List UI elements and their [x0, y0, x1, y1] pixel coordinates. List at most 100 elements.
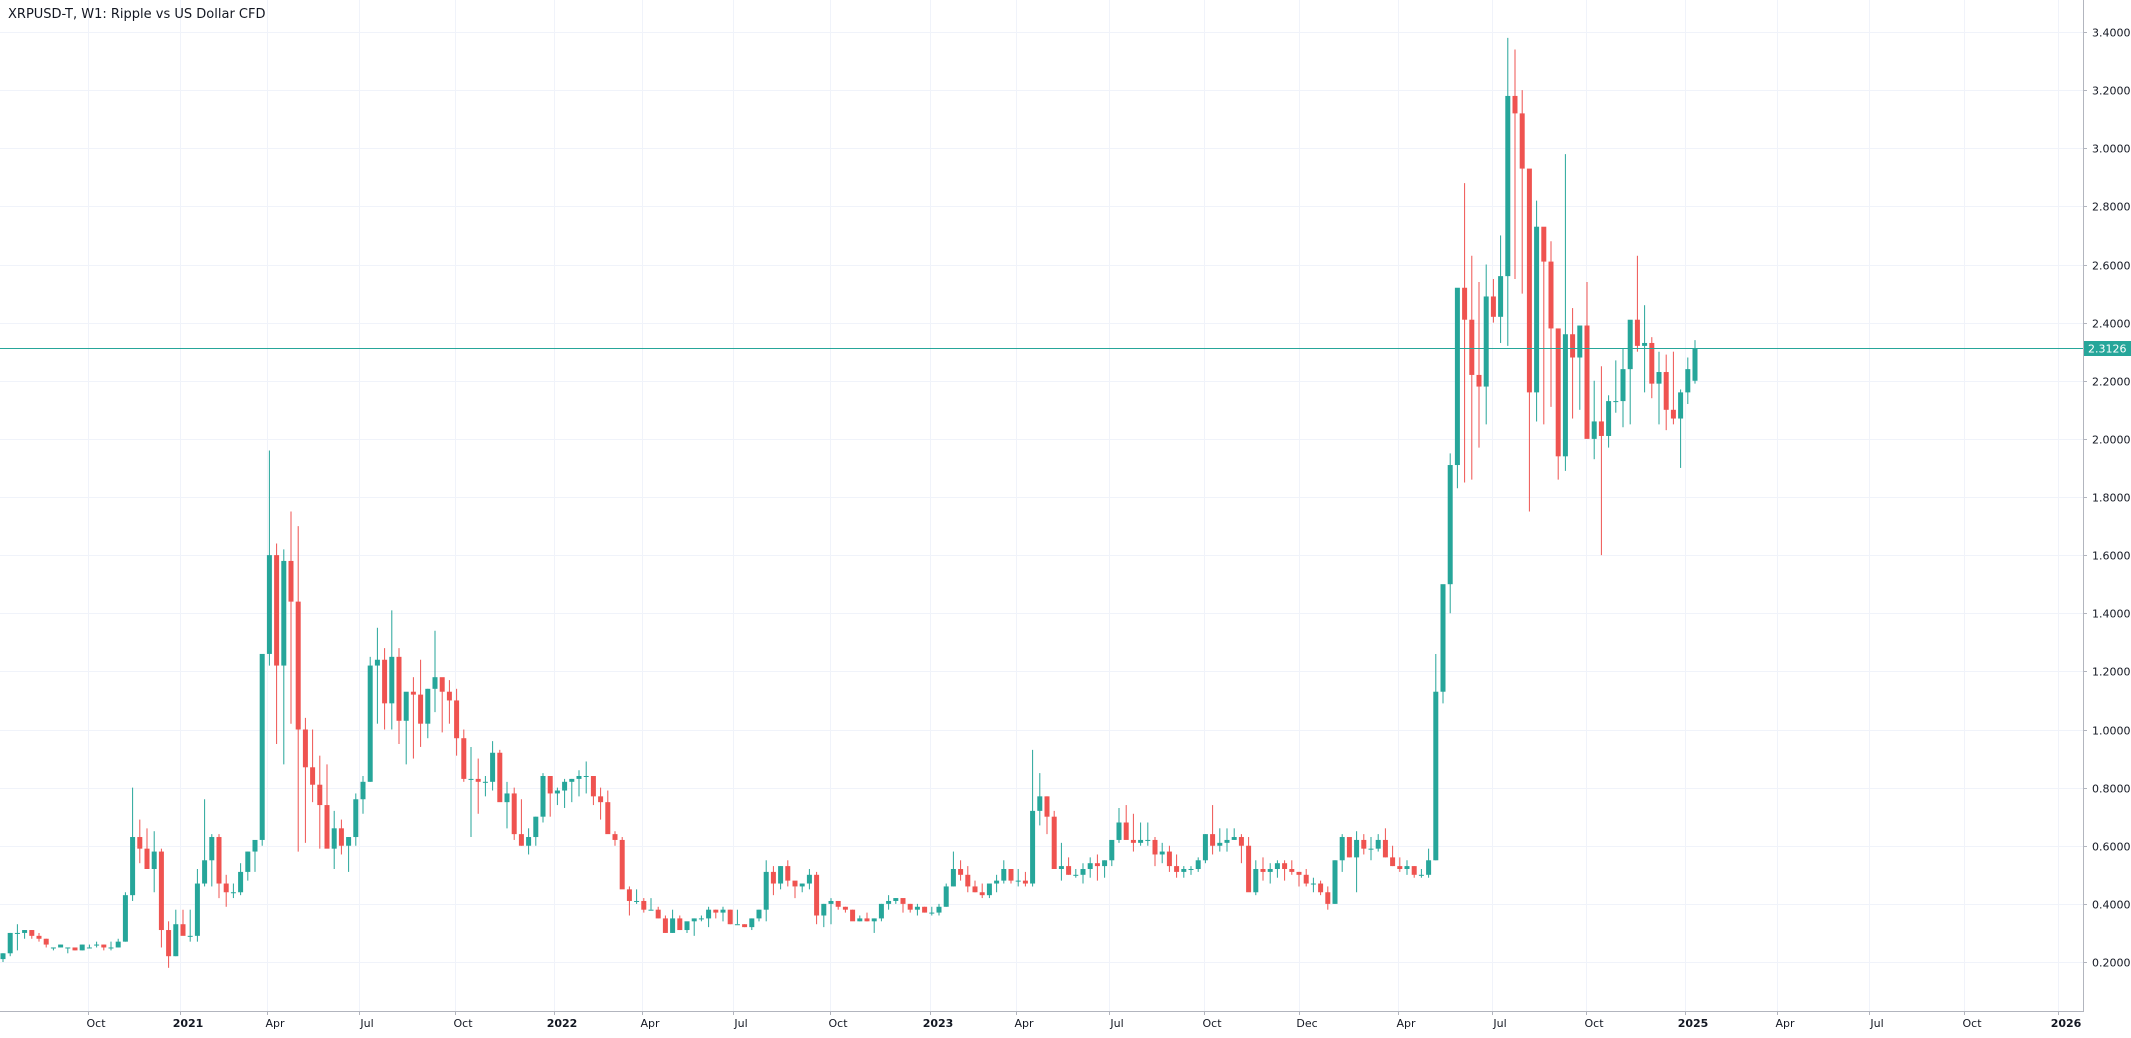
time-tick-label: Jul: [1492, 1017, 1506, 1030]
candle: [158, 848, 164, 948]
candle: [1375, 834, 1381, 852]
candle: [1289, 860, 1295, 875]
candle: [1282, 860, 1288, 881]
candle: [986, 883, 992, 899]
candle: [1109, 839, 1115, 867]
candle: [461, 729, 467, 782]
price-tick-label: 2.4000: [2092, 318, 2131, 331]
candle: [1490, 279, 1496, 323]
candle: [806, 869, 812, 890]
candle: [1303, 869, 1309, 887]
time-tick-label: Oct: [828, 1017, 848, 1030]
candle: [130, 787, 136, 901]
candle: [792, 880, 798, 899]
time-tick-label: 2026: [2051, 1017, 2082, 1030]
time-tick-label: 2025: [1678, 1017, 1709, 1030]
candle: [1562, 154, 1568, 471]
candle: [230, 883, 236, 899]
candle: [259, 653, 265, 846]
candle: [929, 906, 935, 916]
candle: [1022, 871, 1028, 887]
candle: [151, 831, 157, 893]
candle: [734, 909, 740, 926]
candle: [814, 871, 820, 925]
candle: [1663, 354, 1669, 431]
candle: [1094, 854, 1100, 881]
price-tick-label: 2.2000: [2092, 376, 2131, 389]
candle: [1238, 834, 1244, 864]
candle: [1426, 848, 1432, 878]
candle: [94, 941, 100, 948]
candle: [641, 898, 647, 913]
candle: [1202, 834, 1208, 864]
candle: [504, 781, 510, 829]
candle: [677, 915, 683, 931]
candle: [1634, 255, 1640, 352]
candle: [1260, 857, 1266, 881]
candle: [281, 549, 287, 765]
candle: [1627, 319, 1633, 425]
candle: [1361, 834, 1367, 855]
candle: [1030, 749, 1036, 887]
candle: [547, 776, 553, 817]
price-tick-label: 2.8000: [2092, 201, 2131, 214]
candle: [1670, 351, 1676, 425]
candle: [180, 909, 186, 936]
candle: [648, 898, 654, 911]
candle: [346, 837, 352, 872]
candle: [1087, 857, 1093, 878]
candle: [1346, 837, 1352, 858]
candle: [1454, 287, 1460, 489]
time-tick-label: 2023: [923, 1017, 954, 1030]
candle: [1411, 866, 1417, 878]
candle: [979, 883, 985, 899]
price-tick-label: 1.0000: [2092, 725, 2131, 738]
candle: [202, 799, 208, 887]
candle: [418, 659, 424, 747]
candle: [490, 741, 496, 791]
candle: [1058, 842, 1064, 881]
time-tick-label: Oct: [86, 1017, 106, 1030]
time-axis[interactable]: Oct 2021 Apr Jul Oct 2022 Apr Jul Oct 2023 Apr Jul O…: [0, 1011, 2084, 1030]
candle: [1051, 810, 1057, 869]
candle: [1174, 854, 1180, 878]
candle: [828, 898, 834, 925]
candle: [209, 834, 215, 887]
price-tick-label: 0.6000: [2092, 841, 2131, 854]
candle: [1073, 869, 1079, 878]
candle: [720, 906, 726, 922]
candle: [893, 898, 899, 904]
candle: [50, 947, 56, 951]
candle: [871, 918, 877, 933]
candle: [1519, 90, 1525, 294]
time-tick-label: Dec: [1296, 1017, 1317, 1030]
candle: [569, 778, 575, 803]
candle: [1044, 796, 1050, 835]
candle: [576, 770, 582, 797]
candle: [382, 648, 388, 730]
candle: [1685, 357, 1691, 404]
candle: [1210, 805, 1216, 855]
candle: [1526, 168, 1532, 512]
candle: [29, 930, 35, 939]
candle: [374, 627, 380, 724]
price-tick-label: 1.8000: [2092, 492, 2131, 505]
price-tick-label: 0.4000: [2092, 899, 2131, 912]
candle: [1152, 837, 1158, 867]
candle: [1404, 860, 1410, 875]
price-axis[interactable]: 3.4000 3.2000 3.0000 2.8000 2.6000 2.4000 2.20…: [2083, 0, 2131, 1011]
candle: [878, 903, 884, 922]
candle: [266, 450, 272, 666]
price-tick-label: 1.2000: [2092, 666, 2131, 679]
candle: [446, 680, 452, 724]
candle: [1447, 453, 1453, 614]
candle: [785, 860, 791, 887]
candle: [1620, 348, 1626, 428]
candles: [0, 37, 1698, 968]
candle: [367, 656, 373, 782]
candle: [1498, 235, 1504, 343]
candle: [1390, 845, 1396, 867]
candle: [950, 851, 956, 887]
